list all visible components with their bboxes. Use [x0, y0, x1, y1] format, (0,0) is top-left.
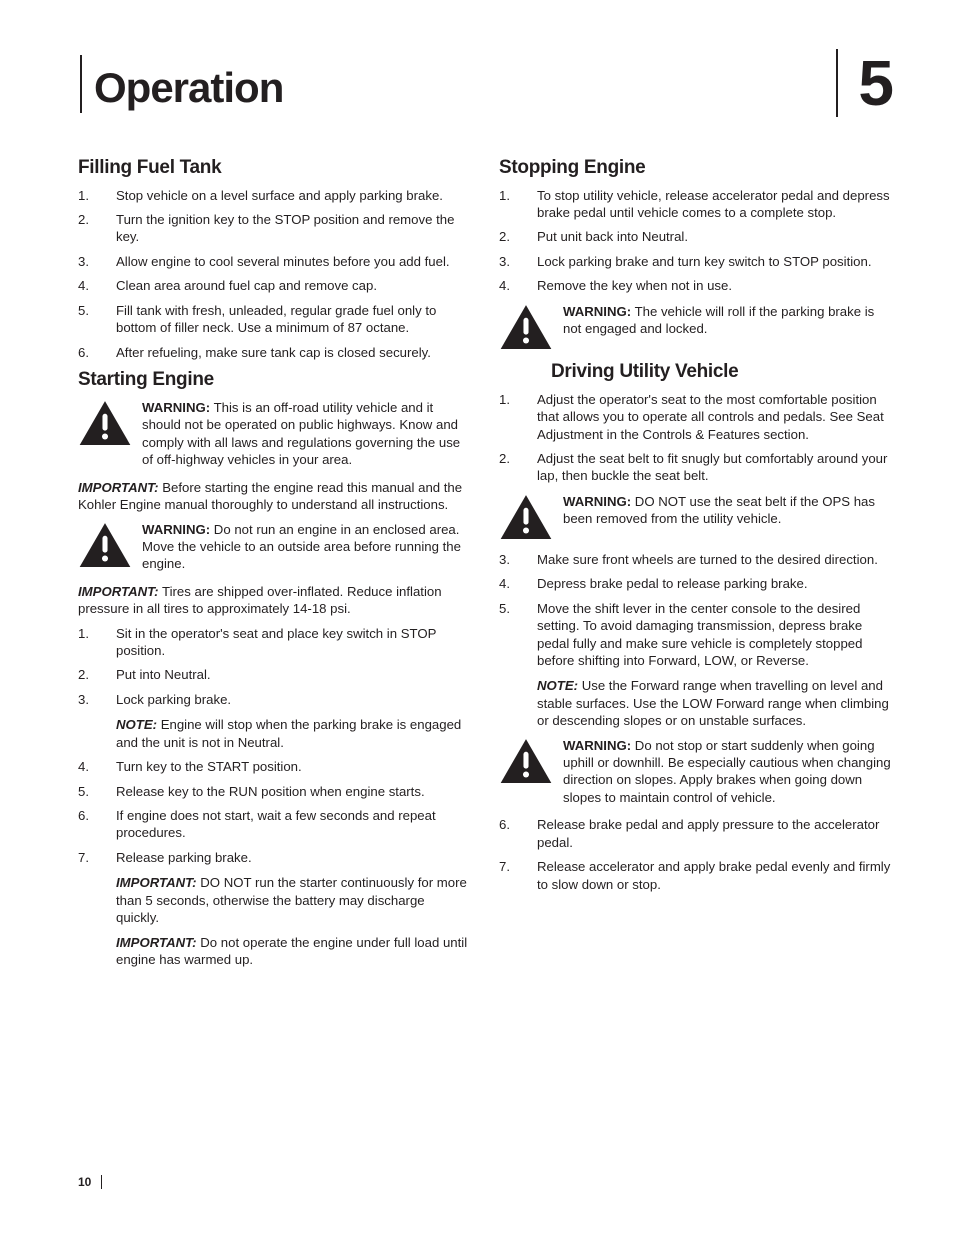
list-item: Release brake pedal and apply pressure t…: [499, 816, 892, 851]
warning-text: WARNING: DO NOT use the seat belt if the…: [563, 493, 892, 541]
list-item: Clean area around fuel cap and remove ca…: [78, 277, 471, 294]
important-starter: IMPORTANT: DO NOT run the starter contin…: [78, 874, 471, 926]
list-item: Remove the key when not in use.: [499, 277, 892, 294]
left-column: Filling Fuel Tank Stop vehicle on a leve…: [78, 149, 471, 976]
warning-icon: [499, 493, 553, 541]
list-item: Move the shift lever in the center conso…: [499, 600, 892, 670]
filling-steps: Stop vehicle on a level surface and appl…: [78, 187, 471, 361]
important-warmup: IMPORTANT: Do not operate the engine und…: [78, 934, 471, 969]
warning-icon: [78, 521, 132, 569]
heading-driving-utility-vehicle: Driving Utility Vehicle: [551, 361, 892, 383]
chapter-header: Operation 5: [80, 55, 892, 113]
content-columns: Filling Fuel Tank Stop vehicle on a leve…: [78, 149, 892, 976]
heading-starting-engine: Starting Engine: [78, 369, 471, 391]
list-item: Release key to the RUN position when eng…: [78, 783, 471, 800]
important-read-manual: IMPORTANT: Before starting the engine re…: [78, 479, 471, 514]
list-item: Adjust the operator's seat to the most c…: [499, 391, 892, 443]
list-item: To stop utility vehicle, release acceler…: [499, 187, 892, 222]
list-item: Release parking brake.: [78, 849, 471, 866]
list-item: Allow engine to cool several minutes bef…: [78, 253, 471, 270]
warning-icon: [499, 303, 553, 351]
list-item: Stop vehicle on a level surface and appl…: [78, 187, 471, 204]
list-item: After refueling, make sure tank cap is c…: [78, 344, 471, 361]
note-parking-brake: NOTE: Engine will stop when the parking …: [78, 716, 471, 751]
list-item: Release accelerator and apply brake peda…: [499, 858, 892, 893]
list-item: Sit in the operator's seat and place key…: [78, 625, 471, 660]
list-item: Make sure front wheels are turned to the…: [499, 551, 892, 568]
warning-offroad: WARNING: This is an off-road utility veh…: [78, 399, 471, 469]
page-title: Operation: [94, 67, 283, 113]
heading-stopping-engine: Stopping Engine: [499, 157, 892, 179]
warning-text: WARNING: The vehicle will roll if the pa…: [563, 303, 892, 351]
chapter-number: 5: [858, 55, 892, 113]
driving-steps-b: Make sure front wheels are turned to the…: [499, 551, 892, 670]
list-item: Lock parking brake and turn key switch t…: [499, 253, 892, 270]
list-item: If engine does not start, wait a few sec…: [78, 807, 471, 842]
right-column: Stopping Engine To stop utility vehicle,…: [499, 149, 892, 976]
warning-icon: [78, 399, 132, 447]
list-item: Adjust the seat belt to fit snugly but c…: [499, 450, 892, 485]
stopping-steps: To stop utility vehicle, release acceler…: [499, 187, 892, 295]
warning-slopes: WARNING: Do not stop or start suddenly w…: [499, 737, 892, 807]
header-divider: [836, 49, 838, 117]
list-item: Put into Neutral.: [78, 666, 471, 683]
starting-steps-a: Sit in the operator's seat and place key…: [78, 625, 471, 709]
warning-seat-belt-ops: WARNING: DO NOT use the seat belt if the…: [499, 493, 892, 541]
warning-icon: [499, 737, 553, 785]
note-forward-range: NOTE: Use the Forward range when travell…: [499, 677, 892, 729]
driving-steps-a: Adjust the operator's seat to the most c…: [499, 391, 892, 485]
list-item: Lock parking brake.: [78, 691, 471, 708]
warning-vehicle-roll: WARNING: The vehicle will roll if the pa…: [499, 303, 892, 351]
list-item: Turn the ignition key to the STOP positi…: [78, 211, 471, 246]
list-item: Fill tank with fresh, unleaded, regular …: [78, 302, 471, 337]
page-number: 10: [78, 1175, 102, 1189]
list-item: Put unit back into Neutral.: [499, 228, 892, 245]
warning-text: WARNING: This is an off-road utility veh…: [142, 399, 471, 469]
heading-filling-fuel-tank: Filling Fuel Tank: [78, 157, 471, 179]
important-tire-pressure: IMPORTANT: Tires are shipped over-inflat…: [78, 583, 471, 618]
warning-text: WARNING: Do not run an engine in an encl…: [142, 521, 471, 573]
starting-steps-b: Turn key to the START position. Release …: [78, 758, 471, 866]
warning-enclosed-area: WARNING: Do not run an engine in an encl…: [78, 521, 471, 573]
driving-steps-c: Release brake pedal and apply pressure t…: [499, 816, 892, 893]
warning-text: WARNING: Do not stop or start suddenly w…: [563, 737, 892, 807]
list-item: Turn key to the START position.: [78, 758, 471, 775]
list-item: Depress brake pedal to release parking b…: [499, 575, 892, 592]
